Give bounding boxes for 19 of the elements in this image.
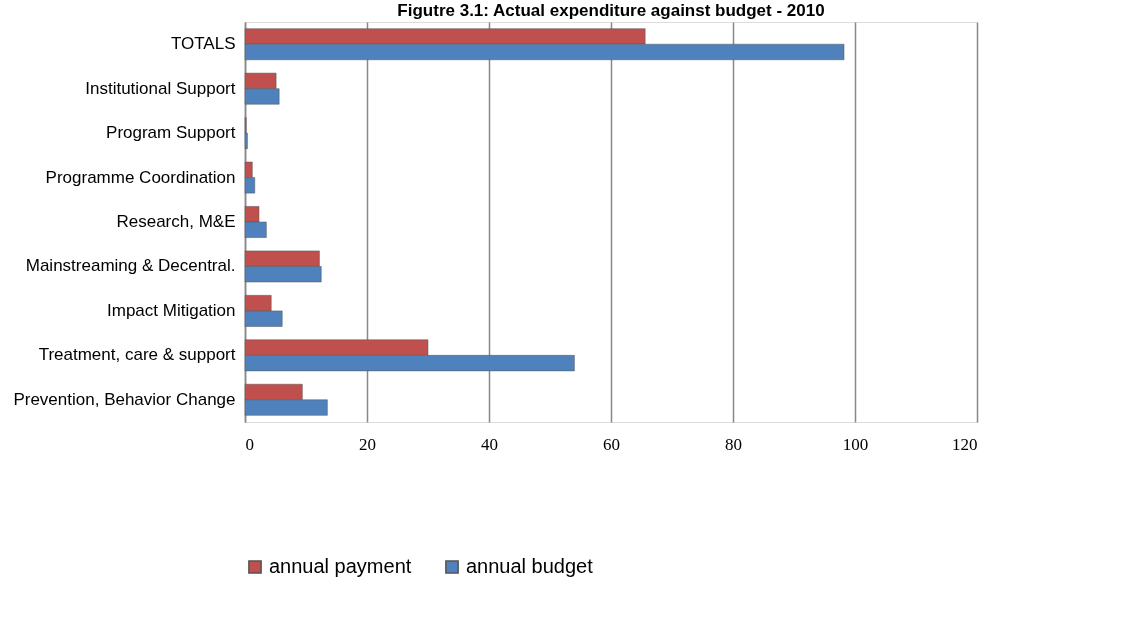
x-tick-label: 0 (245, 434, 254, 454)
y-tick-label: Research, M&E (116, 212, 236, 231)
y-tick-label: Impact Mitigation (107, 300, 236, 320)
y-tick-label: TOTALS (170, 34, 236, 54)
x-tick-label: 20 (359, 434, 376, 454)
x-tick-label: 120 (952, 434, 978, 454)
legend-label: annual payment (269, 555, 412, 577)
legend-label: annual budget (466, 555, 594, 577)
y-tick-label: Programme Coordination (45, 167, 236, 187)
x-tick-label: 40 (481, 434, 498, 454)
x-tick-label: 80 (725, 434, 742, 454)
chart-title: Figutre 3.1: Actual expenditure against budget - 2010 (397, 1, 825, 20)
y-tick-label: Treatment, care & support (38, 345, 236, 365)
y-tick-label: Mainstreaming & Decentral. (25, 256, 236, 276)
y-tick-label: Institutional Support (85, 78, 236, 98)
y-tick-label: Program Support (106, 123, 236, 143)
x-tick-label: 100 (842, 434, 869, 454)
x-tick-label: 60 (603, 434, 620, 454)
y-tick-label: Prevention, Behavior Change (13, 389, 236, 409)
